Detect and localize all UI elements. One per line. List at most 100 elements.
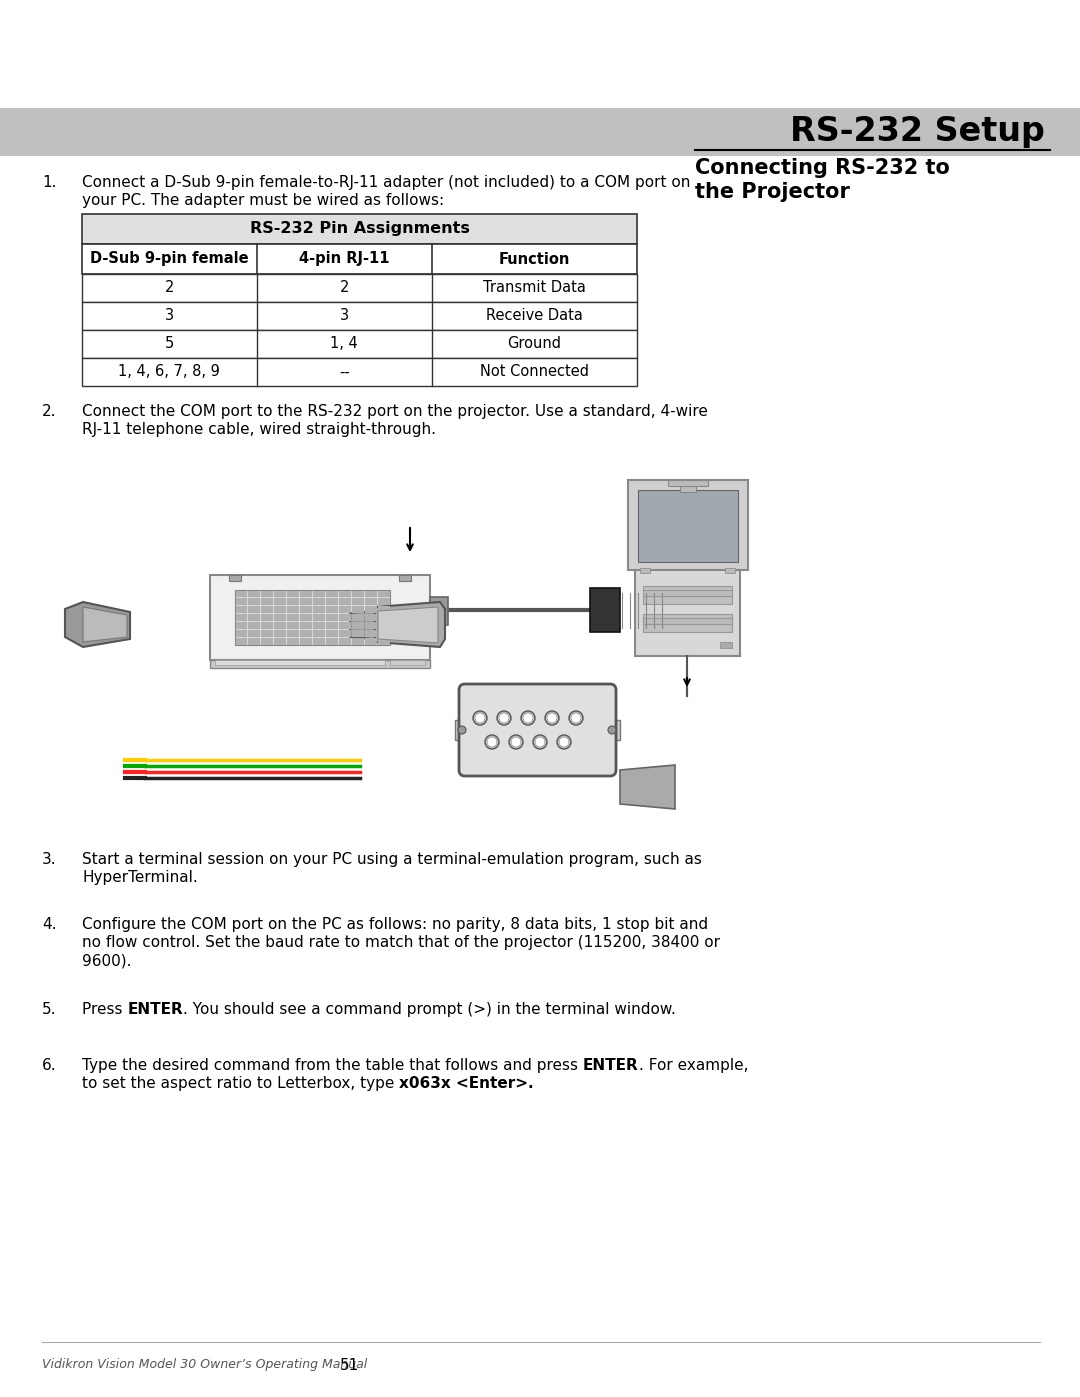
- Circle shape: [523, 712, 534, 724]
- Bar: [352, 598, 364, 605]
- Bar: [635, 569, 740, 657]
- Bar: [365, 606, 377, 613]
- Bar: [261, 622, 273, 629]
- Bar: [235, 615, 247, 620]
- Circle shape: [511, 738, 521, 747]
- Text: 2: 2: [339, 281, 349, 296]
- Bar: [210, 576, 430, 659]
- Bar: [313, 591, 325, 598]
- Bar: [378, 598, 390, 605]
- Bar: [248, 591, 260, 598]
- Bar: [720, 643, 732, 648]
- Circle shape: [546, 712, 557, 724]
- Bar: [274, 637, 286, 644]
- FancyBboxPatch shape: [459, 685, 616, 775]
- Circle shape: [487, 738, 497, 747]
- Bar: [248, 598, 260, 605]
- Bar: [82, 214, 637, 244]
- Text: D-Sub 9-pin female: D-Sub 9-pin female: [90, 251, 248, 267]
- Bar: [725, 569, 735, 573]
- Bar: [210, 659, 430, 668]
- Bar: [399, 576, 411, 581]
- Bar: [300, 630, 312, 637]
- Bar: [313, 630, 325, 637]
- Text: no flow control. Set the baud rate to match that of the projector (115200, 38400: no flow control. Set the baud rate to ma…: [82, 935, 720, 950]
- Bar: [352, 637, 364, 644]
- Bar: [378, 606, 390, 613]
- Bar: [339, 606, 351, 613]
- Bar: [287, 598, 299, 605]
- Bar: [352, 606, 364, 613]
- Bar: [326, 637, 338, 644]
- Text: Type the desired command from the table that follows and press: Type the desired command from the table …: [82, 1058, 583, 1073]
- Bar: [339, 598, 351, 605]
- Text: to set the aspect ratio to Letterbox, type: to set the aspect ratio to Letterbox, ty…: [82, 1076, 400, 1091]
- Bar: [365, 615, 377, 620]
- Text: RS-232 Setup: RS-232 Setup: [791, 116, 1045, 148]
- Text: Vidikron Vision Model 30 Owner’s Operating Manual: Vidikron Vision Model 30 Owner’s Operati…: [42, 1358, 367, 1370]
- Bar: [326, 606, 338, 613]
- Bar: [274, 622, 286, 629]
- Bar: [235, 590, 390, 645]
- Bar: [352, 615, 364, 620]
- Text: 6.: 6.: [42, 1058, 56, 1073]
- Bar: [378, 637, 390, 644]
- Bar: [274, 591, 286, 598]
- Bar: [274, 598, 286, 605]
- Text: Transmit Data: Transmit Data: [483, 281, 585, 296]
- Bar: [235, 622, 247, 629]
- Circle shape: [559, 738, 569, 747]
- Bar: [248, 637, 260, 644]
- Bar: [326, 615, 338, 620]
- Polygon shape: [350, 610, 375, 638]
- Bar: [235, 598, 247, 605]
- Bar: [378, 591, 390, 598]
- Bar: [82, 274, 637, 302]
- Bar: [365, 622, 377, 629]
- Text: 3.: 3.: [42, 852, 56, 868]
- Text: Connecting RS-232 to: Connecting RS-232 to: [696, 158, 950, 177]
- Bar: [339, 615, 351, 620]
- Bar: [287, 630, 299, 637]
- Circle shape: [569, 711, 583, 725]
- Circle shape: [521, 711, 535, 725]
- Bar: [313, 606, 325, 613]
- Polygon shape: [378, 608, 438, 643]
- Bar: [643, 615, 732, 631]
- Bar: [0, 108, 1080, 156]
- Text: 1.: 1.: [42, 175, 56, 190]
- Bar: [365, 630, 377, 637]
- Bar: [248, 622, 260, 629]
- Bar: [339, 622, 351, 629]
- Bar: [365, 591, 377, 598]
- Bar: [640, 569, 650, 573]
- Bar: [378, 630, 390, 637]
- Text: 4-pin RJ-11: 4-pin RJ-11: [299, 251, 390, 267]
- Bar: [215, 659, 384, 665]
- Text: HyperTerminal.: HyperTerminal.: [82, 870, 198, 886]
- Circle shape: [534, 735, 546, 749]
- Bar: [274, 615, 286, 620]
- Text: 2: 2: [165, 281, 174, 296]
- Text: Start a terminal session on your PC using a terminal-emulation program, such as: Start a terminal session on your PC usin…: [82, 852, 702, 868]
- Text: 4.: 4.: [42, 916, 56, 932]
- Text: . You should see a command prompt (>) in the terminal window.: . You should see a command prompt (>) in…: [184, 1002, 676, 1017]
- Bar: [300, 615, 312, 620]
- Bar: [82, 358, 637, 386]
- Bar: [339, 637, 351, 644]
- Bar: [300, 606, 312, 613]
- Circle shape: [557, 735, 571, 749]
- Bar: [313, 622, 325, 629]
- Circle shape: [509, 735, 523, 749]
- Bar: [287, 591, 299, 598]
- Bar: [300, 598, 312, 605]
- Bar: [638, 490, 738, 562]
- Circle shape: [545, 711, 559, 725]
- Bar: [235, 630, 247, 637]
- Bar: [261, 630, 273, 637]
- Text: Connect a D-Sub 9-pin female-to-RJ-11 adapter (not included) to a COM port on: Connect a D-Sub 9-pin female-to-RJ-11 ad…: [82, 175, 690, 190]
- Bar: [339, 591, 351, 598]
- Text: Receive Data: Receive Data: [486, 309, 583, 324]
- Bar: [339, 630, 351, 637]
- Circle shape: [497, 711, 511, 725]
